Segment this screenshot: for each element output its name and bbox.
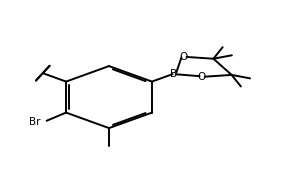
Text: O: O — [198, 72, 206, 82]
Text: Br: Br — [29, 117, 40, 127]
Text: O: O — [180, 52, 188, 62]
Text: B: B — [170, 69, 178, 79]
